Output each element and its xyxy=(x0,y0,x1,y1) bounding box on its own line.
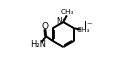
Text: N⁺: N⁺ xyxy=(57,17,67,26)
Text: H₂N: H₂N xyxy=(30,40,46,49)
Text: CH₃: CH₃ xyxy=(77,27,90,33)
Text: CH₃: CH₃ xyxy=(60,9,74,15)
Text: I⁻: I⁻ xyxy=(84,21,93,31)
Text: O: O xyxy=(42,22,49,31)
